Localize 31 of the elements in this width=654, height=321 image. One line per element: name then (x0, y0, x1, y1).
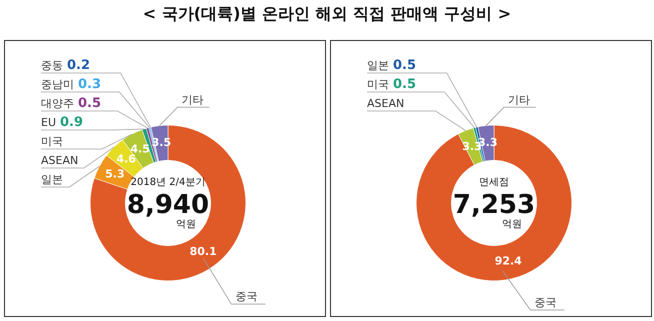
slice-label: 중국 (235, 290, 258, 304)
text: 억원 (176, 219, 196, 230)
slice-label: 대양주 (41, 97, 74, 110)
text: 억원 (502, 219, 522, 230)
data-label: 0.3 (78, 77, 102, 92)
data-label: 0.5 (393, 58, 416, 73)
text: 2018년 2/4분기 (130, 177, 206, 188)
text: 면세점 (479, 177, 509, 188)
slice-label: 중남미 (41, 78, 74, 91)
data-label: 0.5 (78, 96, 102, 111)
slice-label: 일본 (41, 173, 63, 186)
slice-label: 기타 (181, 93, 204, 106)
data-label: 0.2 (67, 58, 90, 73)
slice-label: 중국 (534, 296, 556, 309)
slice-label: EU (41, 116, 56, 129)
data-label: 0.9 (60, 115, 84, 130)
text: < 국가(대륙)별 온라인 해외 직접 판매액 구성비 > (142, 4, 512, 25)
slice-label: 일본 (367, 59, 389, 72)
slice-label: 중동 (41, 59, 63, 72)
data-label: 92.4 (494, 254, 522, 268)
slice-label: 미국 (41, 135, 63, 148)
slice-label: 기타 (508, 93, 530, 106)
text: 7,253 (452, 190, 536, 220)
data-label: 5.3 (105, 167, 125, 180)
data-label: 4.6 (116, 152, 136, 166)
slice-label: 미국 (367, 78, 389, 91)
slice-label: ASEAN (41, 154, 78, 167)
data-label: 80.1 (190, 244, 217, 258)
text: 8,940 (126, 190, 210, 220)
slice-label: ASEAN (367, 97, 404, 110)
data-label: 0.5 (393, 77, 416, 92)
